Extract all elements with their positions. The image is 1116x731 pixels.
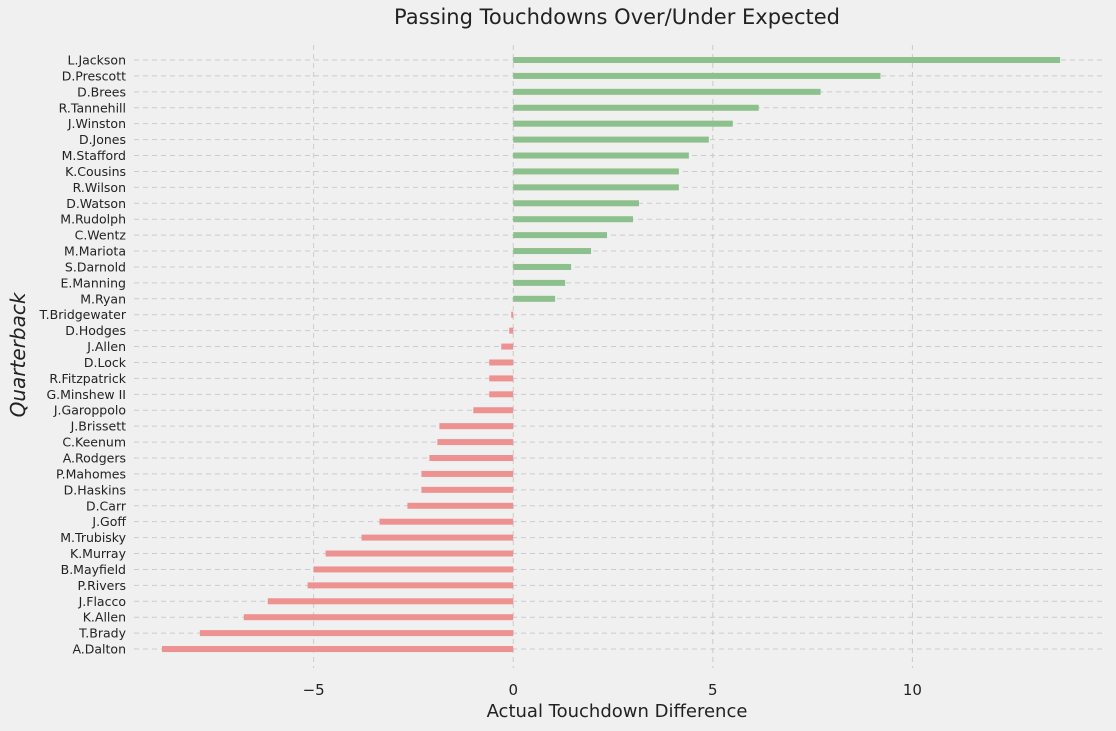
y-tick-label: D.Hodges — [65, 323, 126, 338]
y-tick-label: E.Manning — [61, 275, 127, 290]
bar — [199, 630, 514, 637]
bar — [513, 232, 608, 239]
y-tick-label: D.Carr — [86, 498, 127, 513]
y-tick-label: S.Darnold — [65, 259, 126, 274]
y-tick-label: K.Cousins — [65, 164, 126, 179]
y-tick-label: M.Trubisky — [60, 530, 126, 545]
y-tick-label: M.Ryan — [80, 291, 126, 306]
x-tick-label: 10 — [903, 681, 922, 699]
y-tick-label: K.Allen — [83, 610, 126, 625]
bar — [325, 550, 514, 557]
y-tick-label: P.Rivers — [78, 578, 126, 593]
y-tick-label: D.Haskins — [64, 482, 126, 497]
x-axis-label: Actual Touchdown Difference — [487, 701, 748, 722]
bar — [513, 57, 1061, 63]
bar — [439, 423, 514, 430]
x-tick-labels: −5 0 5 10 — [303, 681, 922, 699]
y-tick-label: G.Minshew II — [46, 387, 126, 402]
y-tick-label: B.Mayfield — [61, 562, 126, 577]
bar — [437, 439, 514, 446]
y-tick-label: C.Keenum — [62, 435, 126, 450]
bar — [513, 168, 679, 175]
bar — [509, 327, 514, 334]
y-tick-label: R.Wilson — [73, 180, 126, 195]
bar — [513, 184, 679, 191]
bar — [267, 598, 514, 605]
y-tick-label: M.Rudolph — [60, 212, 126, 227]
chart-title: Passing Touchdowns Over/Under Expected — [394, 5, 840, 29]
bar — [307, 582, 514, 589]
y-tick-label: R.Fitzpatrick — [49, 371, 126, 386]
bar — [473, 407, 514, 414]
y-tick-label: R.Tannehill — [59, 100, 126, 115]
bar — [161, 646, 514, 653]
bar — [513, 248, 592, 255]
bar — [513, 200, 639, 207]
bar — [513, 295, 556, 302]
bar — [243, 614, 514, 621]
bar — [501, 343, 514, 350]
y-tick-label: D.Brees — [77, 84, 126, 99]
bar — [513, 120, 733, 127]
y-tick-labels: L.JacksonD.PrescottD.BreesR.TannehillJ.W… — [39, 53, 127, 657]
y-tick-label: D.Watson — [66, 196, 126, 211]
x-tick-label: −5 — [303, 681, 325, 699]
bar — [511, 311, 514, 318]
x-tick-label: 5 — [708, 681, 718, 699]
grid — [134, 45, 1104, 668]
bar — [513, 88, 821, 95]
y-tick-label: J.Winston — [67, 116, 126, 131]
y-tick-label: D.Lock — [84, 355, 127, 370]
y-tick-label: J.Garoppolo — [53, 403, 126, 418]
bar — [489, 375, 514, 382]
bar — [489, 359, 514, 366]
bar — [361, 534, 514, 541]
y-tick-label: T.Bridgewater — [39, 307, 127, 322]
bars — [161, 57, 1061, 653]
y-tick-label: K.Murray — [70, 546, 127, 561]
bar — [513, 263, 572, 270]
y-tick-label: C.Wentz — [75, 228, 127, 243]
y-tick-label: A.Dalton — [72, 642, 126, 657]
y-tick-label: J.Goff — [91, 514, 126, 529]
y-tick-label: M.Stafford — [62, 148, 126, 163]
bar — [421, 486, 514, 493]
bar — [513, 279, 566, 286]
y-tick-label: P.Mahomes — [56, 466, 126, 481]
bar — [513, 152, 689, 159]
y-tick-label: A.Rodgers — [63, 451, 126, 466]
y-tick-label: L.Jackson — [68, 53, 126, 68]
y-tick-label: J.Flacco — [78, 594, 126, 609]
bar — [513, 136, 709, 143]
bar — [313, 566, 514, 573]
bar — [429, 455, 514, 461]
y-tick-label: T.Brady — [78, 626, 126, 641]
x-tick-label: 0 — [508, 681, 518, 699]
y-tick-label: J.Allen — [86, 339, 126, 354]
y-tick-label: J.Brissett — [70, 419, 126, 434]
bar — [513, 72, 881, 79]
bar — [379, 518, 514, 525]
y-axis-label: Quarterback — [6, 291, 30, 417]
y-tick-label: M.Mariota — [64, 244, 126, 259]
y-tick-label: D.Jones — [79, 132, 126, 147]
bar — [513, 104, 759, 111]
bar — [489, 391, 514, 398]
bar — [407, 502, 514, 509]
bar — [513, 216, 633, 223]
y-tick-label: D.Prescott — [62, 68, 126, 83]
bar — [421, 470, 514, 477]
